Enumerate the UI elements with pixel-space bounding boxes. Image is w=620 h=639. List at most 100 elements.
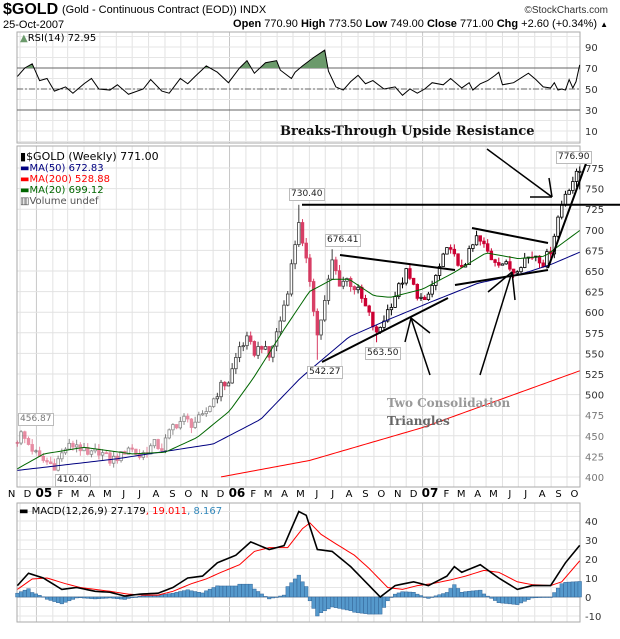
macd-histogram-bar (204, 590, 209, 598)
candle-body (385, 309, 390, 322)
candle (452, 244, 457, 257)
macd-histogram-bar (430, 596, 435, 598)
macd-histogram-bar (356, 596, 361, 613)
candle-body (493, 259, 497, 263)
candle-body (511, 268, 516, 274)
candle-body (323, 300, 327, 321)
macd-histogram-bar (70, 596, 75, 600)
macd-histogram-bar (544, 596, 549, 598)
price-tick-label: 625 (585, 288, 604, 299)
x-tick-label: O (184, 489, 192, 500)
candle-body (86, 447, 90, 455)
macd-histogram-bar (259, 593, 264, 598)
candle-body (174, 424, 179, 429)
macd-histogram-bar (489, 596, 494, 599)
candle-body (45, 460, 49, 463)
macd-histogram-bar (63, 596, 68, 603)
candle-body (263, 346, 268, 350)
low-label: Low (365, 18, 388, 30)
macd-histogram-bar (541, 596, 546, 598)
candle-body (508, 261, 512, 270)
macd-histogram-bar (448, 588, 453, 598)
candle (319, 319, 323, 340)
candle (19, 430, 23, 446)
candle (334, 256, 338, 275)
candle (393, 291, 397, 309)
candle-body (286, 293, 290, 306)
price-tick-label: 650 (585, 267, 604, 278)
candle (500, 263, 505, 266)
candle (208, 405, 212, 413)
macd-histogram-bar (300, 581, 305, 598)
candle-body (34, 450, 38, 453)
candle-body (460, 264, 464, 268)
x-tick-label: N (394, 489, 401, 500)
macd-histogram-bar (326, 596, 331, 610)
macd-histogram-bar (193, 591, 198, 598)
macd-histogram-bar (37, 595, 42, 598)
x-tick-label: J (507, 489, 511, 500)
rsi-icon: ▲ (20, 33, 28, 44)
candle (193, 416, 197, 430)
macd-histogram-bar (33, 593, 38, 598)
macd-tick-label: 10 (585, 574, 598, 585)
macd-histogram-bar (396, 592, 401, 598)
macd-histogram-bar (518, 596, 524, 604)
candle (278, 316, 282, 336)
candle (474, 230, 479, 246)
candle-body (41, 455, 46, 461)
candle (108, 450, 112, 466)
candle (471, 243, 475, 252)
candle (23, 430, 27, 444)
candle-body (578, 170, 582, 173)
candle-body (297, 222, 301, 246)
macd-histogram-bar (359, 596, 364, 614)
candle-body (434, 275, 438, 286)
candle-body (234, 357, 238, 370)
candle (504, 259, 508, 265)
x-tick-label: J (523, 489, 527, 500)
x-tick-label: J (330, 489, 334, 500)
candle-body (482, 240, 486, 245)
macd-histogram-bar (500, 596, 505, 604)
candle-body (252, 341, 257, 356)
macd-histogram-bar (548, 596, 553, 598)
x-tick-label: A (474, 489, 481, 500)
candle (522, 252, 527, 269)
macd-histogram-bar (337, 596, 342, 609)
macd-histogram-bar (59, 596, 64, 605)
rsi-line (17, 49, 581, 96)
candle (282, 300, 286, 322)
candle-body (300, 222, 305, 244)
candle (156, 438, 160, 450)
macd-histogram-bar (555, 587, 561, 598)
x-tick-label: M (103, 489, 112, 500)
open-value: 770.90 (264, 18, 298, 30)
macd-histogram-bar (530, 596, 535, 599)
macd-legend-text: MACD(12,26,9) 27.179 (31, 506, 146, 517)
macd-histogram-bar (278, 595, 283, 598)
candle (397, 282, 401, 300)
macd-signal-line (17, 522, 581, 596)
candle-body (267, 346, 271, 358)
price-tick-label: 750 (585, 185, 604, 196)
candle-body (60, 452, 64, 460)
macd-histogram-bar (522, 596, 527, 602)
candle (56, 455, 60, 472)
macd-histogram-bar (352, 596, 357, 613)
macd-tick-label: 20 (585, 555, 598, 566)
candle-body (104, 452, 108, 455)
macd-histogram-bar (181, 590, 187, 598)
candle-body (393, 296, 397, 308)
candle (74, 439, 79, 453)
x-tick-label: J (137, 489, 141, 500)
macd-histogram-bar (381, 596, 387, 608)
candle-body (30, 444, 34, 452)
candle-body (19, 431, 23, 444)
candle (211, 397, 216, 408)
candle (223, 381, 227, 391)
macd-histogram-bar (481, 593, 487, 598)
x-tick-label: F (444, 489, 450, 500)
candle (448, 244, 453, 254)
candle-body (567, 190, 571, 195)
